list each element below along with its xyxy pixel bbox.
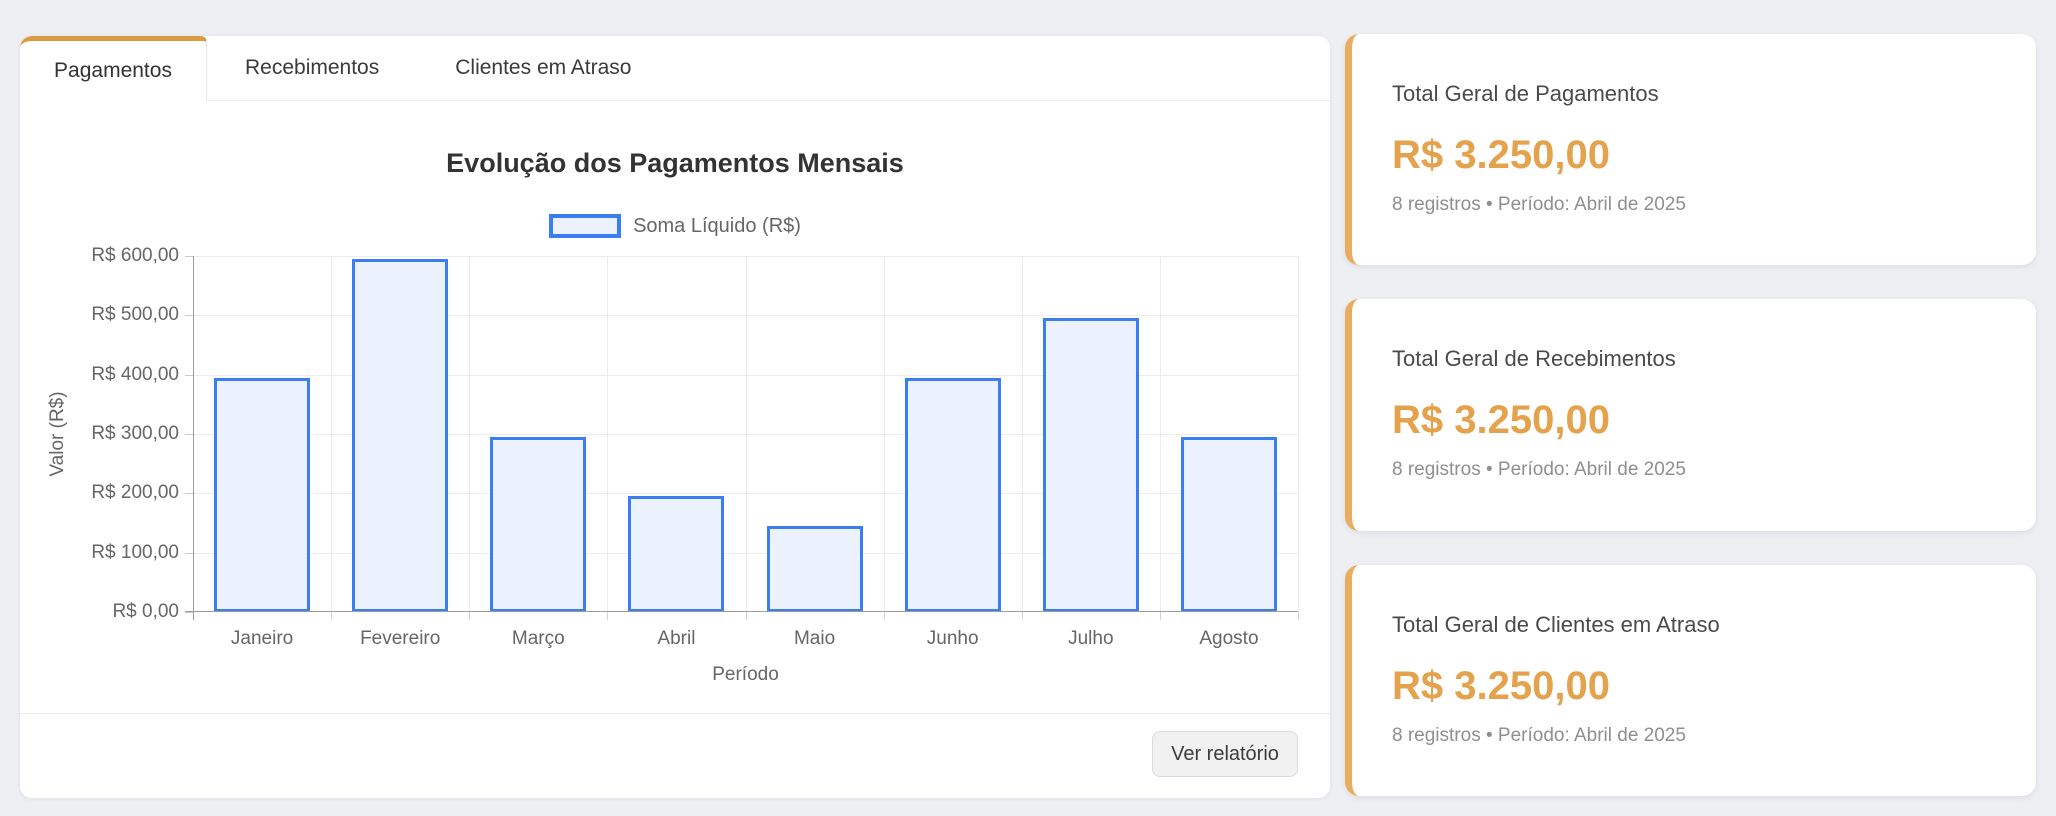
bar-agosto[interactable] (1180, 436, 1277, 612)
chart-card: Evolução dos Pagamentos Mensais Soma Líq… (20, 36, 1330, 798)
x-tick-mark (1021, 612, 1023, 620)
card-meta: 8 registros • Período: Abril de 2025 (1392, 194, 1686, 215)
y-tick-label: R$ 300,00 (91, 423, 179, 444)
tab-bar: Pagamentos Recebimentos Clientes em Atraso (20, 36, 1330, 101)
summary-cards: Total Geral de Pagamentos R$ 3.250,00 8 re… (1345, 34, 2036, 796)
tab-recebimentos[interactable]: Recebimentos (245, 56, 380, 79)
x-tick-mark (1159, 612, 1161, 620)
chart-plot: R$ 0,00 R$ 100,00 R$ 200,00 R$ 300,00 R$ 400… (91, 245, 1299, 649)
gridline-v (1021, 256, 1023, 612)
y-tick-label: R$ 200,00 (91, 482, 179, 504)
y-tick-mark (185, 552, 193, 554)
tab-clientes-em-atraso[interactable]: Clientes em Atraso (455, 56, 632, 79)
y-tick-mark (185, 493, 193, 495)
summary-card-total-geral-de-recebimentos: Total Geral de Recebimentos R$ 3.250,00 8 … (1345, 299, 2036, 531)
bar-junho[interactable] (904, 377, 1001, 612)
bar-julho[interactable] (1042, 318, 1139, 612)
y-tick-mark (185, 434, 193, 435)
y-tick-label: R$ 0,00 (112, 601, 179, 622)
panel-footer: Ver relatório (20, 713, 1330, 798)
x-tick-label: Abril (657, 628, 696, 649)
card-title: Total Geral de Pagamentos (1392, 81, 1659, 106)
y-tick-mark (185, 374, 193, 376)
x-tick-mark (607, 612, 609, 620)
legend-swatch-icon (549, 214, 622, 238)
view-report-button[interactable]: Ver relatório (1152, 731, 1298, 777)
y-tick-mark (185, 315, 193, 317)
x-tick-label: Janeiro (230, 628, 294, 649)
card-value: R$ 3.250,00 (1392, 133, 1610, 177)
chart-legend[interactable]: Soma Líquido (R$) (40, 214, 1310, 238)
card-meta: 8 registros • Período: Abril de 2025 (1392, 724, 1686, 746)
x-tick-mark (331, 612, 333, 620)
x-tick-mark (883, 612, 885, 620)
bar-marco[interactable] (490, 436, 587, 612)
gridline-v (1298, 256, 1299, 612)
y-axis-line (193, 256, 194, 620)
x-tick-label: Fevereiro (360, 628, 441, 649)
bar-janeiro[interactable] (214, 377, 311, 612)
bar-maio[interactable] (766, 525, 863, 612)
y-tick-label: R$ 400,00 (91, 363, 179, 385)
x-tick-mark (469, 612, 471, 620)
y-tick-label: R$ 500,00 (91, 304, 179, 326)
y-tick-mark (185, 612, 193, 613)
y-tick-mark (185, 256, 193, 257)
gridline-v (331, 256, 333, 612)
x-tick-label: Agosto (1199, 628, 1259, 649)
y-tick-label: R$ 100,00 (91, 541, 179, 563)
x-tick-label: Junho (926, 628, 979, 649)
y-tick-label: R$ 600,00 (91, 245, 179, 266)
card-value: R$ 3.250,00 (1392, 398, 1610, 443)
card-meta: 8 registros • Período: Abril de 2025 (1392, 459, 1686, 481)
summary-card-total-geral-de-clientes-em-atraso: Total Geral de Clientes em Atraso R$ 3.25… (1345, 564, 2036, 796)
x-tick-mark (1298, 612, 1299, 620)
x-axis-line (185, 611, 1298, 612)
x-tick-label: Julho (1068, 628, 1114, 649)
summary-card-total-geral-de-pagamentos: Total Geral de Pagamentos R$ 3.250,00 8 re… (1345, 34, 2036, 266)
card-value: R$ 3.250,00 (1392, 663, 1610, 708)
x-axis-title: Período (712, 664, 779, 685)
x-tick-label: Maio (793, 628, 836, 649)
card-title: Total Geral de Clientes em Atraso (1392, 611, 1720, 637)
x-tick-mark (745, 612, 747, 620)
gridline-v (607, 256, 609, 612)
bar-fevereiro[interactable] (352, 258, 449, 612)
tab-pagamentos[interactable]: Pagamentos (20, 36, 207, 101)
chart-title: Evolução dos Pagamentos Mensais (446, 148, 904, 178)
card-title: Total Geral de Recebimentos (1392, 346, 1676, 372)
x-tick-label: Março (511, 628, 565, 649)
gridline-v (469, 256, 471, 612)
gridline-v (883, 256, 885, 612)
bar-abril[interactable] (628, 496, 725, 612)
gridline-v (745, 256, 747, 612)
gridline-v (1159, 256, 1161, 612)
legend-label: Soma Líquido (R$) (633, 214, 801, 237)
tabs-panel: Pagamentos Recebimentos Clientes em Atraso… (20, 36, 1330, 798)
y-axis-title: Valor (R$) (47, 391, 68, 477)
